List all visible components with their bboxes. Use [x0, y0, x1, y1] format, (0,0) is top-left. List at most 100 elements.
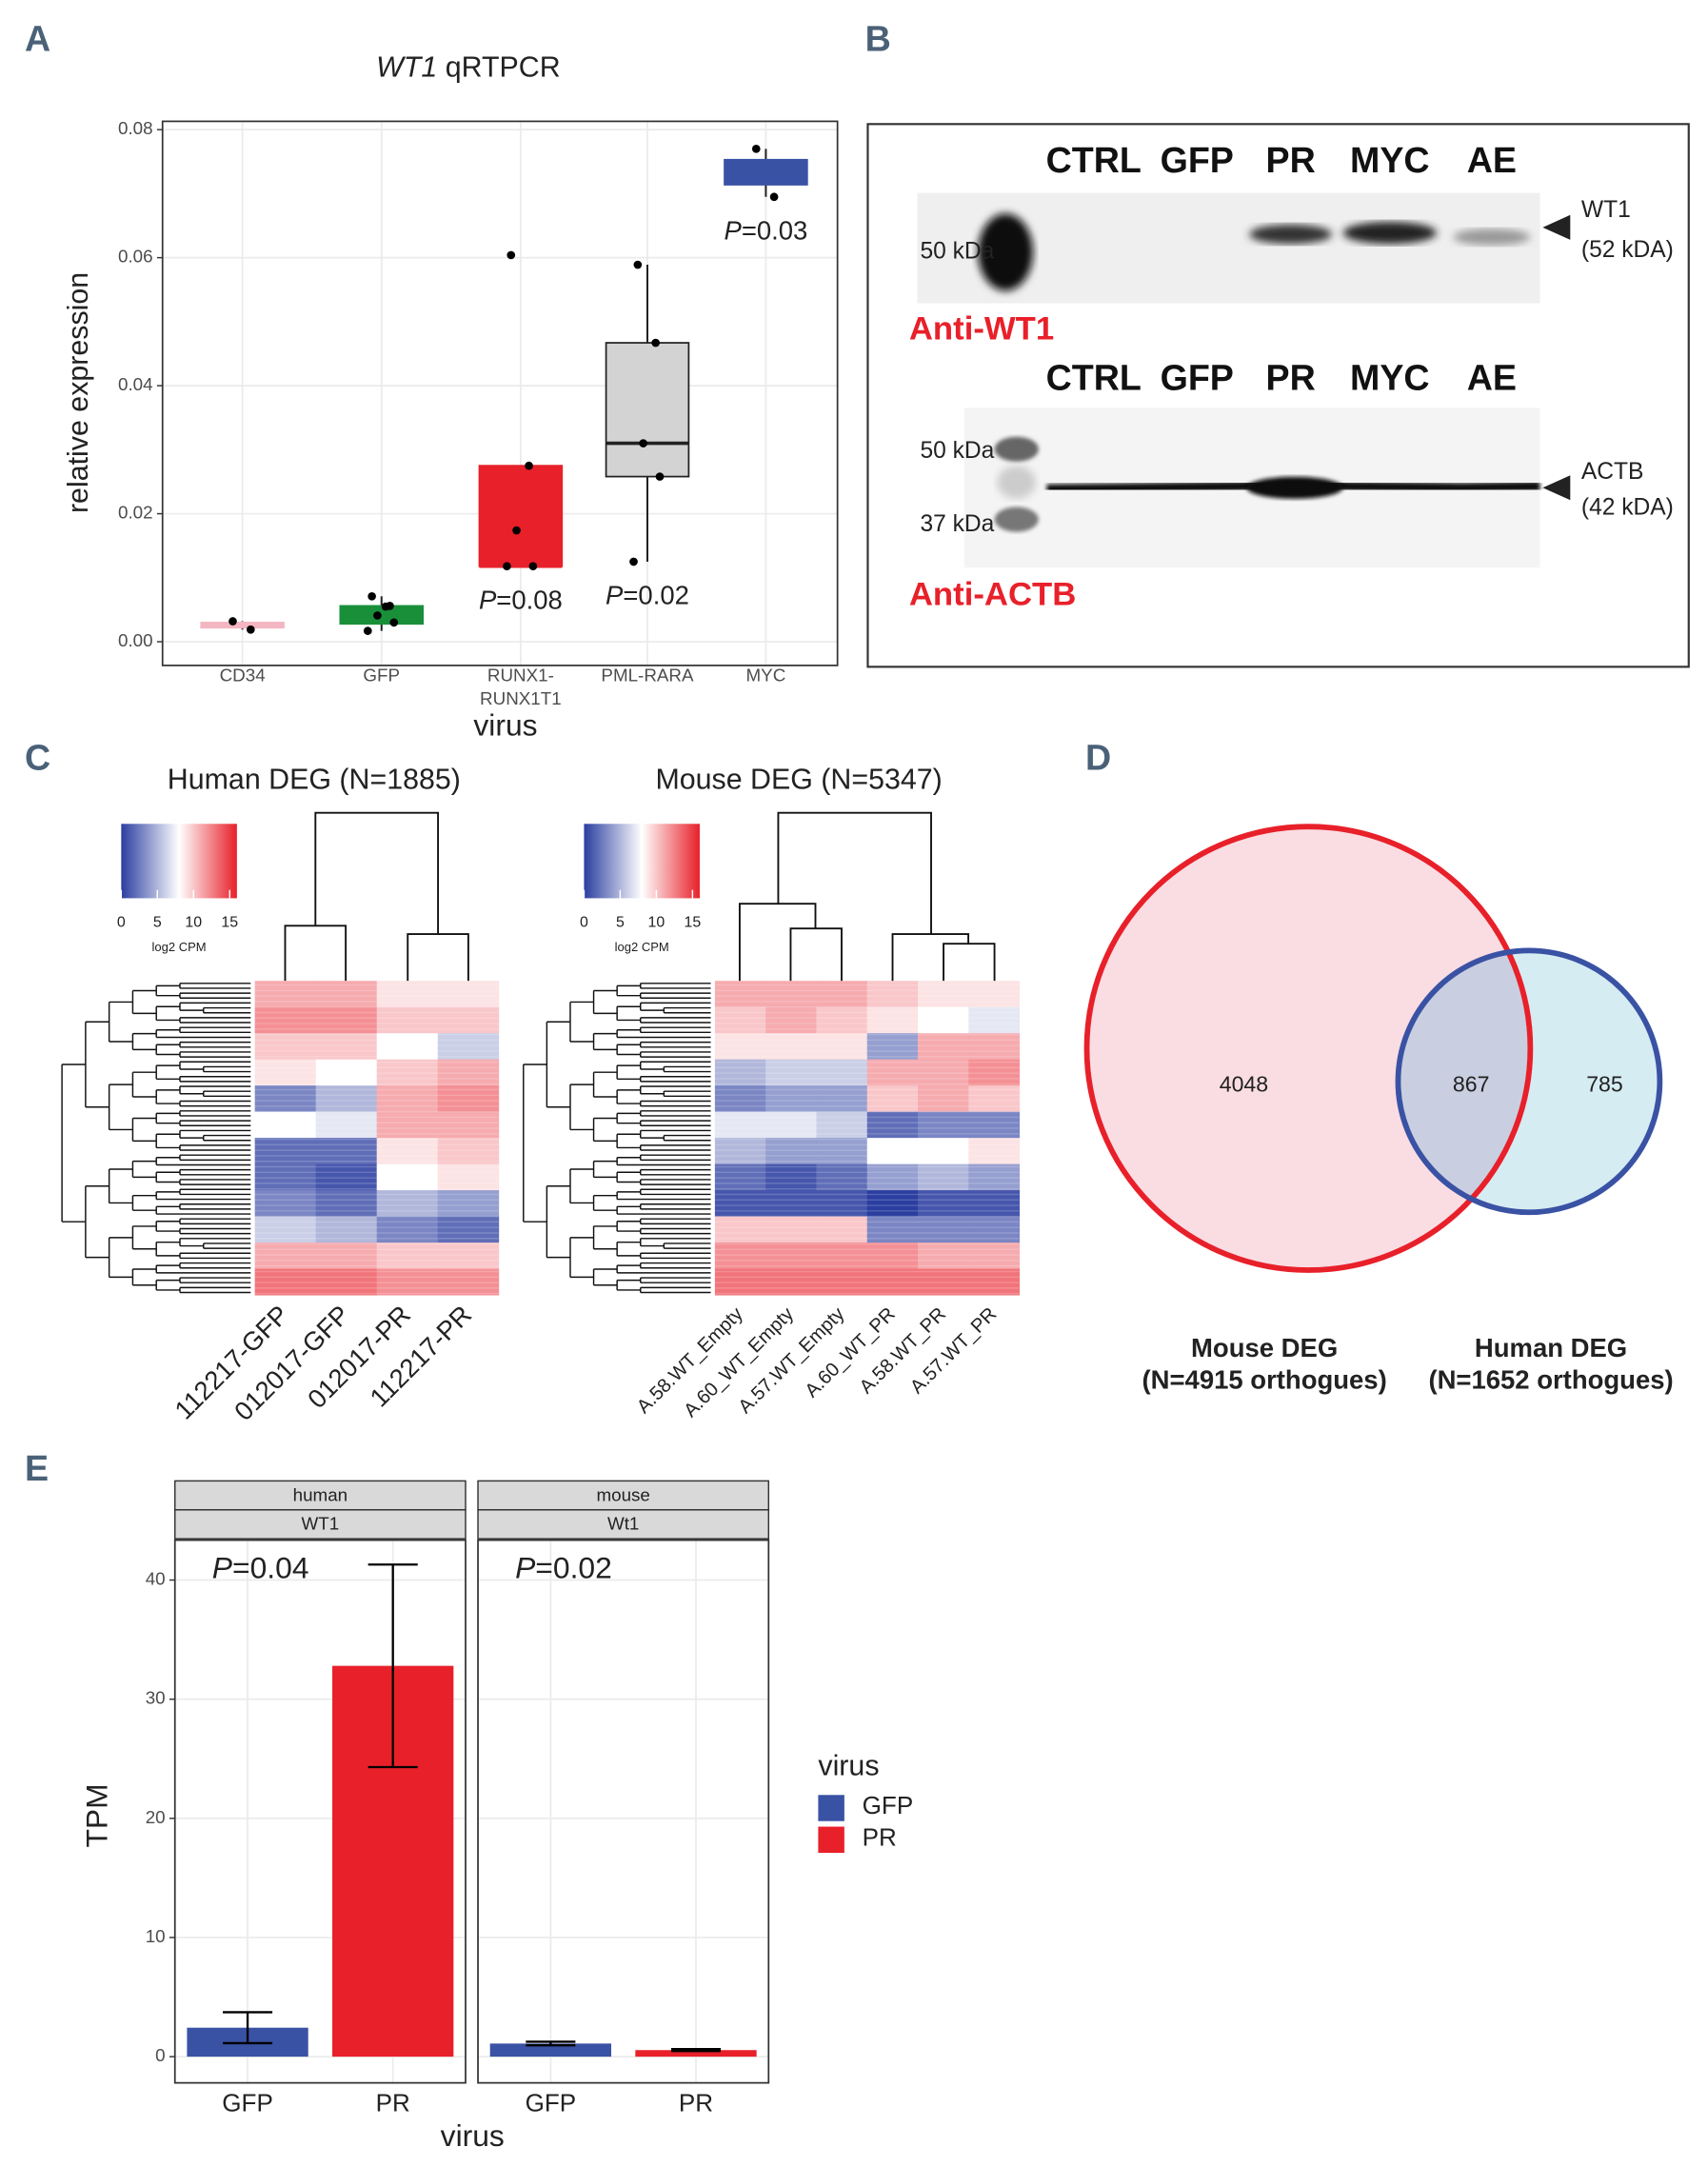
colorbar [584, 824, 700, 899]
panel-frame [173, 1539, 467, 2084]
point [506, 250, 516, 260]
colorbar-tick-label: 15 [221, 915, 238, 931]
error-bar [670, 2048, 722, 2053]
heatmap-cell [918, 1085, 969, 1113]
heatmap-cell [765, 1190, 817, 1218]
heatmap-cell [866, 1059, 919, 1086]
x-tick-label: MYC [746, 665, 786, 685]
legend-swatch [818, 1826, 844, 1854]
heatmap-cell [816, 1243, 868, 1270]
heatmap-cell [866, 1190, 919, 1218]
venn-set-note: (N=1652 orthogues) [1428, 1364, 1673, 1394]
lane-label: GFP [1161, 140, 1234, 180]
heatmap-cell [376, 981, 439, 1008]
colorbar-tick-label: 0 [580, 915, 588, 931]
strip-label: WT1 [302, 1514, 340, 1534]
heatmap-cell [254, 1111, 317, 1139]
heatmap-cell [254, 1243, 317, 1270]
heatmap-cell [315, 1085, 378, 1113]
heatmap-cell [437, 1059, 500, 1086]
heatmap-cell [437, 1006, 500, 1034]
heatmap-cell [866, 1243, 919, 1270]
heatmap-cell [816, 981, 868, 1008]
point [503, 562, 511, 571]
blot-image-bottom [963, 408, 1540, 568]
heatmap-title: Mouse DEG (N=5347) [655, 763, 942, 795]
error-bar [367, 1563, 418, 1769]
strip-label: Wt1 [607, 1514, 639, 1534]
heatmap-cell [918, 981, 969, 1008]
colorbar-tick-label: 15 [685, 915, 702, 931]
heatmap-cell [437, 1268, 500, 1296]
heatmap-cell [376, 1111, 439, 1139]
y-axis-label: TPM [80, 1783, 114, 1847]
lane-label: PR [1266, 357, 1316, 397]
heatmap-cell [714, 1111, 766, 1139]
p-value: P=0.02 [606, 581, 689, 610]
heatmap-title: Human DEG (N=1885) [168, 763, 461, 795]
heatmap-cell [315, 1163, 378, 1191]
strip [174, 1480, 467, 1511]
heatmap-cell [816, 1163, 868, 1191]
venn-set [1086, 826, 1531, 1271]
y-tick-label: 0.04 [118, 374, 153, 394]
heatmap-cell [254, 1268, 317, 1296]
heatmap-cell [714, 1163, 766, 1191]
y-tick-label: 20 [146, 1807, 166, 1827]
heatmap-cell [437, 1243, 500, 1270]
point [655, 472, 665, 481]
heatmap-cell [918, 1006, 969, 1034]
heatmap-cell [918, 1138, 969, 1165]
heatmap-cell [968, 1216, 1021, 1243]
blot-image-top [917, 192, 1540, 304]
box [724, 158, 808, 186]
panel-label: D [1085, 738, 1111, 778]
box [478, 465, 564, 567]
heatmap-cell [376, 1085, 439, 1113]
y-tick-label: 40 [146, 1568, 166, 1588]
heatmap-cell [376, 1138, 439, 1165]
bar [635, 2050, 757, 2058]
colorbar-tick-label: 5 [616, 915, 625, 931]
heatmap-cell [437, 1190, 500, 1218]
heatmap-cell [968, 1163, 1021, 1191]
panel-frame [477, 1539, 770, 2084]
heatmap-cell [765, 1163, 817, 1191]
blot-arrow [1542, 214, 1571, 240]
heatmap-cell [866, 981, 919, 1008]
point [228, 617, 237, 626]
heatmap-cell [315, 1268, 378, 1296]
colorbar-label: log2 CPM [152, 940, 207, 954]
marker-label: 50 kDa [920, 438, 994, 464]
point [363, 626, 372, 635]
heatmap-cell [866, 1138, 919, 1165]
lane-label: AE [1467, 357, 1517, 397]
legend-label: PR [863, 1822, 897, 1851]
heatmap-cell [437, 1111, 500, 1139]
heatmap-cell [315, 1111, 378, 1139]
heatmap-cell [765, 1111, 817, 1139]
x-axis-label: virus [441, 2118, 505, 2153]
heatmap-cell [918, 1216, 969, 1243]
p-value: P=0.02 [515, 1551, 612, 1585]
heatmap-cell [437, 1085, 500, 1113]
panel-background [478, 1540, 769, 2083]
heatmap-cell [968, 1138, 1021, 1165]
y-tick-label: 10 [146, 1926, 166, 1946]
heatmap-cell [866, 1006, 919, 1034]
venn-count: 785 [1586, 1071, 1623, 1096]
heatmap-cell [918, 1033, 969, 1061]
marker-label: 37 kDa [920, 511, 994, 537]
heatmap-cell [968, 981, 1021, 1008]
heatmap-cell [254, 981, 317, 1008]
venn-set-note: (N=4915 orthogues) [1142, 1364, 1387, 1394]
heatmap-cell [376, 1216, 439, 1243]
y-tick-label: 30 [146, 1688, 166, 1708]
lane-label: MYC [1350, 140, 1430, 180]
heatmap-cell [254, 1138, 317, 1165]
legend-label: GFP [863, 1791, 914, 1819]
x-tick-label: PR [376, 2089, 410, 2117]
heatmap-cell [714, 1268, 766, 1296]
heatmap-cell [714, 1033, 766, 1061]
